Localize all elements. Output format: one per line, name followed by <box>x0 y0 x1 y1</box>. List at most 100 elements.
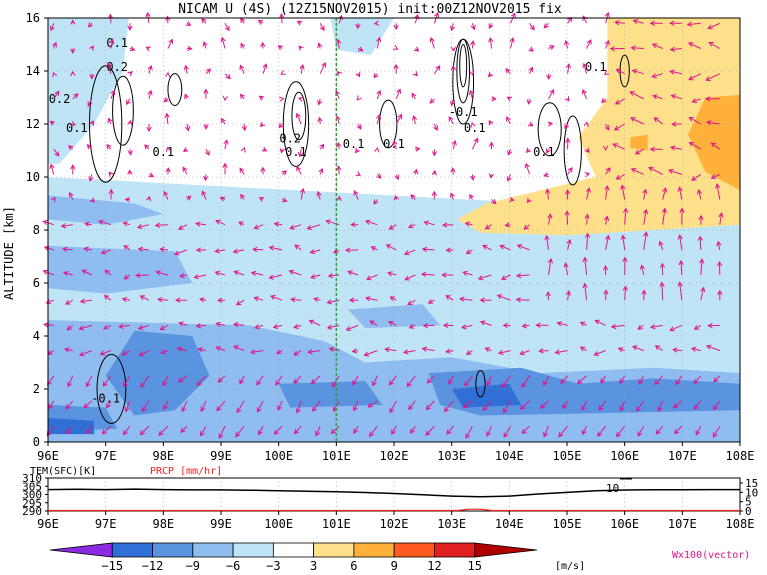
wind-vector <box>672 400 683 409</box>
wind-vector <box>336 165 342 175</box>
wind-vector <box>669 20 682 26</box>
x-tick-label: 101E <box>322 449 351 463</box>
wind-vector <box>713 400 721 411</box>
wind-vector <box>579 321 587 327</box>
wind-vector <box>352 375 359 386</box>
wind-vector <box>642 188 648 200</box>
wind-vector <box>203 88 209 99</box>
wind-vector <box>184 93 190 99</box>
wind-vector <box>195 247 207 253</box>
wind-vector <box>216 400 226 412</box>
wind-vector <box>175 297 188 303</box>
wind-vector <box>336 195 342 202</box>
colorbar: −15 −12 −9 −6 −3 3 6 9 12 15 <box>49 542 538 573</box>
x-tick-label: 104E <box>495 449 524 463</box>
wind-vector <box>677 281 683 301</box>
wind-vector <box>140 375 150 389</box>
wind-vector <box>716 240 722 250</box>
wind-vector <box>564 123 570 129</box>
wind-vector <box>653 117 663 125</box>
wind-vector <box>139 425 150 436</box>
wind-vector <box>468 89 474 99</box>
wind-vector <box>581 89 588 99</box>
wind-vector <box>491 199 497 205</box>
wind-vector <box>260 166 266 175</box>
wind-vector <box>501 375 511 388</box>
wind-vector <box>355 23 361 30</box>
main-x-ticks: 96E 97E 98E 99E 100E 101E 102E 103E 104E 105E 106E… <box>37 442 754 463</box>
wind-vector <box>659 281 665 301</box>
wind-vector <box>344 247 359 253</box>
y-tick-label: 10 <box>26 170 40 184</box>
wind-vector <box>651 43 663 49</box>
wind-vector <box>310 274 321 280</box>
wind-vector <box>52 41 58 49</box>
temperature-tick-label: 300 <box>22 489 42 502</box>
wind-vector <box>278 122 284 129</box>
wind-vector <box>104 269 112 276</box>
wind-vector <box>240 193 246 200</box>
wind-vector <box>268 274 283 280</box>
wind-vector <box>469 70 475 76</box>
wind-vector <box>308 319 321 326</box>
wind-vector <box>376 113 382 125</box>
wind-vector <box>99 350 112 356</box>
wind-vector <box>373 20 380 26</box>
wind-vector <box>649 324 663 330</box>
wind-vector <box>707 22 721 30</box>
wind-vector <box>515 272 530 279</box>
surface-x-tick-label: 97E <box>95 517 117 531</box>
wind-vector <box>313 297 321 303</box>
wind-vector <box>48 400 55 410</box>
wind-vector <box>413 46 420 52</box>
colorbar-cell-pos9 <box>393 542 435 558</box>
wind-vector <box>669 46 682 52</box>
x-tick-label: 106E <box>610 449 639 463</box>
wind-vector <box>521 375 530 389</box>
shading-neg12 <box>451 383 521 408</box>
wind-vector <box>118 323 130 329</box>
contour-line <box>96 354 127 424</box>
wind-vector <box>374 146 380 153</box>
wind-vector <box>159 246 168 253</box>
wind-vector <box>218 425 226 439</box>
temperature-tick-label: 295 <box>22 497 42 510</box>
wind-vector <box>137 324 150 330</box>
wind-vector <box>707 322 720 329</box>
wind-vector <box>690 346 701 352</box>
colorbar-cell-pos15 <box>474 542 538 558</box>
wind-vector <box>393 23 399 31</box>
wind-vector <box>431 190 437 200</box>
wind-vector <box>686 21 701 27</box>
wind-vector <box>697 235 703 250</box>
wind-vector <box>445 348 454 354</box>
wind-vector <box>78 324 92 331</box>
wind-vector <box>363 350 378 357</box>
contour-label: 0.1 <box>585 60 607 74</box>
wind-vector <box>336 141 342 150</box>
chart-title: NICAM U (4S) (12Z15NOV2015) init:00Z12NO… <box>178 2 562 17</box>
wind-vector <box>250 270 264 276</box>
wind-vector <box>404 274 416 281</box>
wind-vector <box>121 296 130 303</box>
wind-vector <box>469 193 474 200</box>
wind-vector <box>657 400 664 412</box>
wind-vector <box>545 188 551 200</box>
wind-vector <box>450 167 456 175</box>
wind-vector <box>235 299 245 306</box>
wind-vector <box>278 96 285 102</box>
colorbar-tick-label: 12 <box>427 559 441 573</box>
wind-vector <box>127 71 133 77</box>
wind-vector <box>219 196 226 202</box>
colorbar-cell-neg9 <box>152 542 194 558</box>
wind-vector <box>609 46 625 52</box>
wind-vector <box>85 375 93 388</box>
wind-vector <box>179 273 188 279</box>
wind-vector <box>297 149 303 158</box>
wind-vector <box>258 95 265 101</box>
contour-label: 0.1 <box>343 137 365 151</box>
wind-vector <box>215 346 226 352</box>
wind-vector <box>182 147 189 152</box>
wind-vector <box>486 375 492 387</box>
